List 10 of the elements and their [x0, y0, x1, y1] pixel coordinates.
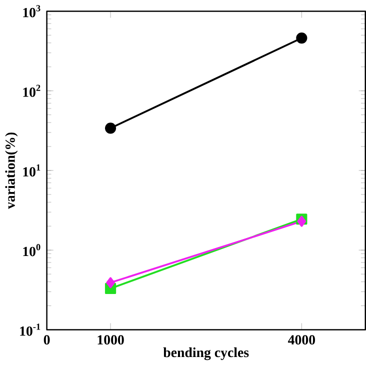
y-axis-title: variation(%)	[5, 132, 18, 209]
y-tick-label: 10$^{0}$	[23, 244, 40, 256]
x-tick-label: 1000	[98, 335, 124, 344]
y-tick-label: 10$^{-1}$	[20, 324, 40, 336]
x-tick-label: 0	[44, 335, 50, 344]
y-tick-label: 10$^{3}$	[23, 5, 40, 18]
x-axis-title: bending cycles	[163, 347, 249, 360]
x-tick-label: 4000	[288, 335, 315, 344]
y-tick-label: 10$^{2}$	[23, 84, 40, 97]
y-tick-label: 10$^{1}$	[23, 164, 40, 176]
